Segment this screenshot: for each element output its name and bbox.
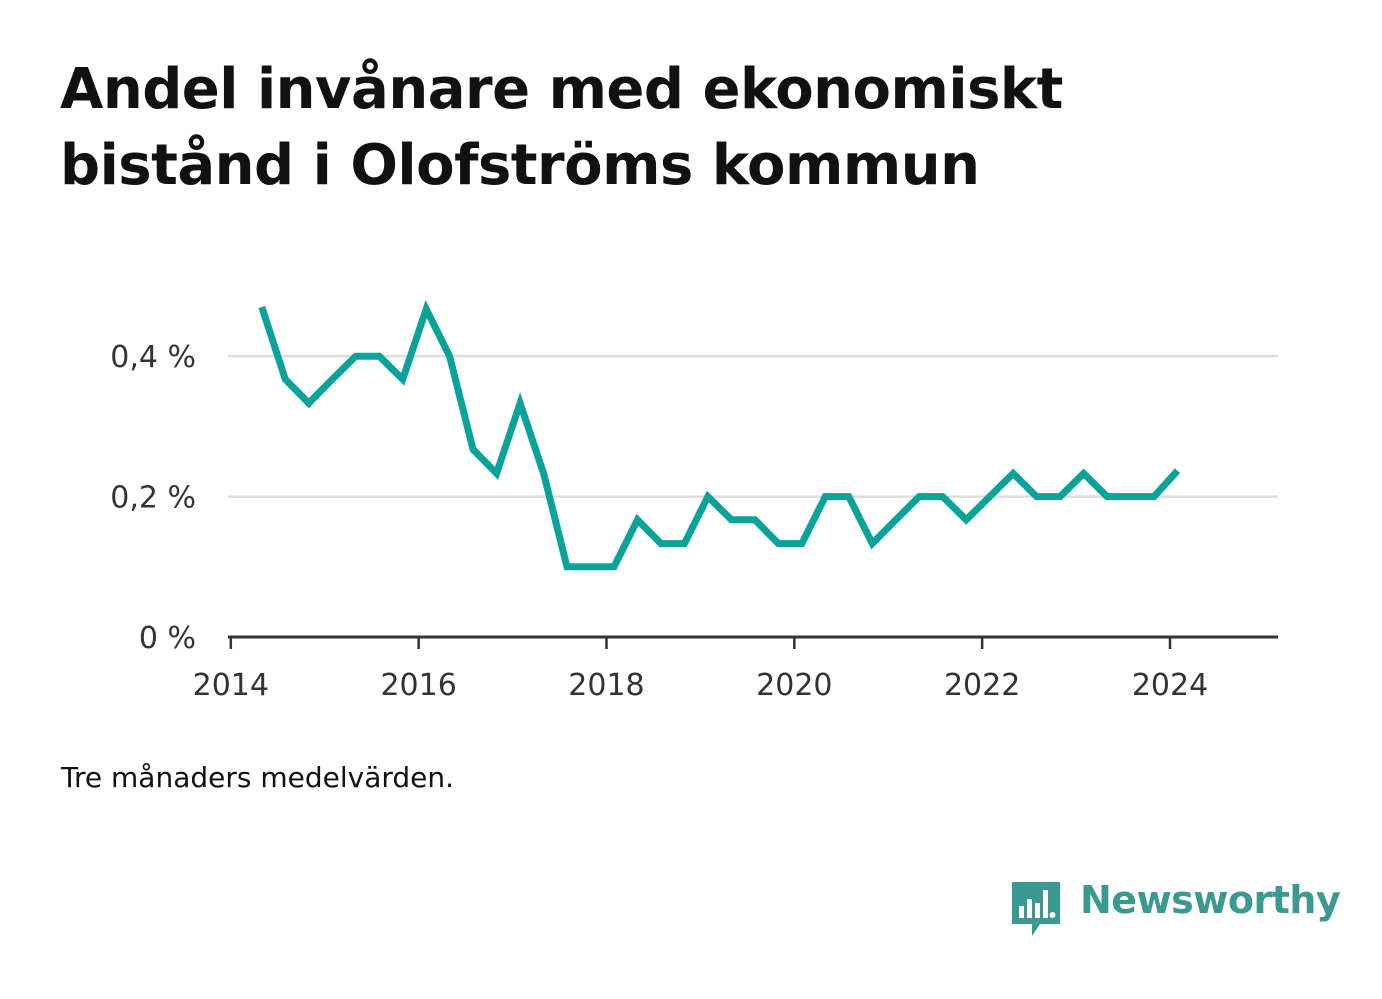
x-tick-label: 2014 xyxy=(193,668,269,703)
chart-title-line-2: bistånd i Olofströms kommun xyxy=(60,133,980,198)
y-tick-label: 0 % xyxy=(139,621,196,656)
chart-note: Tre månaders medelvärden. xyxy=(61,761,455,794)
brand-name: Newsworthy xyxy=(1080,878,1341,922)
x-tick-label: 2016 xyxy=(380,668,456,703)
x-tick-label: 2022 xyxy=(944,668,1020,703)
gridlines xyxy=(228,354,1278,498)
x-axis xyxy=(228,635,1278,649)
chart-title: Andel invånare med ekonomiskt bistånd i … xyxy=(60,52,1320,204)
x-tick-label: 2020 xyxy=(756,668,832,703)
x-tick-label: 2018 xyxy=(568,668,644,703)
y-tick-label: 0,2 % xyxy=(110,481,196,516)
y-tick-label: 0,4 % xyxy=(110,340,196,375)
chart-title-line-1: Andel invånare med ekonomiskt xyxy=(60,57,1063,122)
x-tick-label: 2024 xyxy=(1132,668,1208,703)
newsworthy-logo[interactable]: Newsworthy xyxy=(1010,876,1341,946)
x-axis-labels: 2014 2016 2018 2020 2022 2024 xyxy=(193,668,1209,703)
y-axis-labels: 0 % 0,2 % 0,4 % xyxy=(110,340,196,656)
bar-chart-speech-bubble-icon xyxy=(1012,882,1060,936)
data-series xyxy=(258,299,1181,571)
series-line xyxy=(258,299,1181,571)
